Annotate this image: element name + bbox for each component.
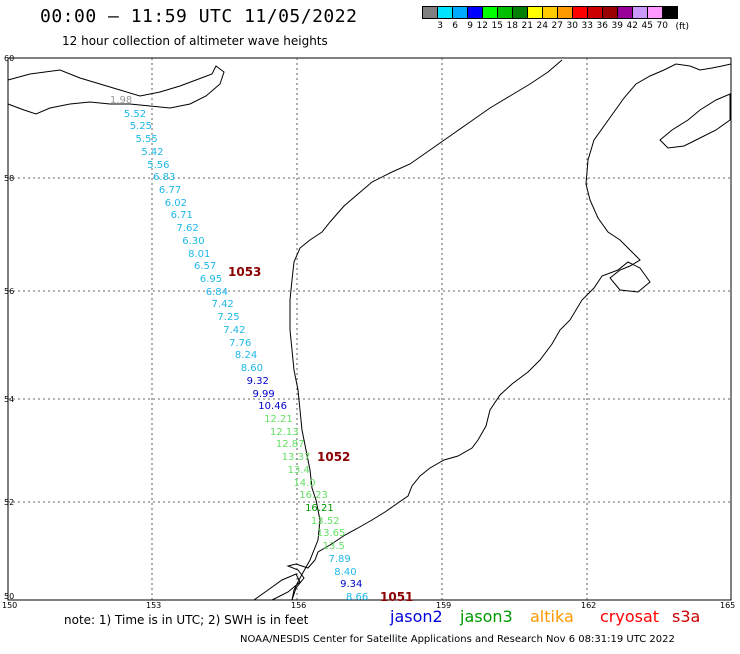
wave-height-value: 5.25 [129, 121, 152, 133]
scale-swatch [662, 6, 678, 19]
pressure-label-1053: 1053 [228, 265, 262, 279]
scale-label: 27 [551, 21, 563, 31]
scale-label: 15 [491, 21, 503, 31]
satellite-altika-label: altika [530, 607, 574, 626]
wave-height-value: 7.42 [211, 299, 234, 311]
wave-height-value: 8.24 [234, 350, 258, 362]
wave-height-value: 5.55 [135, 134, 158, 146]
scale-label: 21 [521, 21, 533, 31]
wave-height-value: 6.57 [194, 261, 217, 273]
okhotsk-north-coast [7, 65, 225, 115]
scale-label: 12 [476, 21, 488, 31]
scale-label: 39 [611, 21, 623, 31]
lon-label-159: 159 [436, 601, 452, 610]
wave-height-value: 6.95 [199, 274, 223, 286]
wave-height-value: 8.66 [346, 592, 369, 603]
scale-label: 42 [626, 21, 638, 31]
wave-height-value: 6.77 [158, 185, 182, 197]
scale-label: 24 [536, 21, 548, 31]
lon-label-165: 165 [720, 601, 736, 610]
satellite-jason3-label: jason3 [460, 607, 513, 626]
wave-height-value: 8.60 [240, 363, 264, 375]
map-title: 00:00 – 11:59 UTC 11/05/2022 [40, 6, 358, 27]
scale-label: 6 [452, 21, 458, 31]
pressure-label-1051: 1051 [380, 590, 414, 604]
wave-height-value: 12.21 [264, 413, 293, 425]
wave-height-value: 16.23 [299, 490, 328, 502]
lat-label-58: 58 [4, 174, 15, 183]
lat-label-54: 54 [4, 395, 15, 404]
wave-height-value: 6.84 [205, 286, 228, 298]
wave-height-value: 10.46 [258, 401, 287, 413]
pressure-label-1052: 1052 [317, 450, 351, 464]
wave-height-value: 6.83 [153, 172, 176, 184]
lon-label-153: 153 [146, 601, 162, 610]
lat-label-52: 52 [4, 498, 15, 507]
wave-height-value: 13.65 [316, 528, 346, 540]
lat-label-50: 50 [4, 592, 15, 601]
island-shumshu [253, 573, 301, 601]
scale-label: 45 [641, 21, 653, 31]
scale-label: 3 [437, 21, 443, 31]
color-scale-unit: (ft) [675, 22, 689, 32]
wave-height-value: 12.13 [270, 426, 299, 438]
wave-height-value: 13.5 [322, 541, 345, 553]
color-scale-labels: 3 6 9 12 15 18 21 24 27 30 33 36 39 42 45 70 [428, 21, 677, 31]
kamchatka-west-coast [289, 59, 563, 601]
lat-label-56: 56 [4, 287, 15, 296]
wave-height-value: 8.40 [334, 566, 357, 578]
lon-label-150: 150 [2, 601, 18, 610]
wave-height-value: 7.42 [223, 324, 246, 336]
scale-label: 30 [566, 21, 578, 31]
wave-height-value: 5.56 [147, 159, 170, 171]
color-scale: 3 6 9 12 15 18 21 24 27 30 33 36 39 42 45 70 (ft) [422, 6, 689, 32]
wave-height-value: 13.52 [310, 515, 340, 527]
satellite-s3a-label: s3a [672, 607, 701, 626]
wave-height-value: 13.4 [287, 464, 310, 476]
footnote: note: 1) Time is in UTC; 2) SWH is in fe… [64, 613, 309, 627]
satellite-jason2-label: jason2 [390, 607, 443, 626]
coastline [7, 59, 732, 601]
wave-height-value: 6.02 [164, 197, 188, 209]
wave-height-value: 6.30 [182, 235, 205, 247]
scale-label: 36 [596, 21, 608, 31]
kamchatka-east-coast [286, 63, 732, 601]
wave-height-value: 7.76 [229, 337, 252, 349]
map-subtitle: 12 hour collection of altimeter wave hei… [62, 34, 328, 48]
wave-height-value: 7.25 [217, 312, 240, 324]
wave-height-value: 8.01 [188, 248, 211, 260]
scale-label: 33 [581, 21, 593, 31]
wave-height-value: 9.32 [246, 375, 269, 387]
island-karaginsky [659, 93, 731, 149]
lon-label-162: 162 [581, 601, 597, 610]
wave-height-value: 5.52 [123, 108, 147, 120]
wave-height-value: 16.21 [305, 502, 334, 514]
wave-height-value: 13.37 [281, 452, 311, 464]
color-scale-swatches [422, 6, 678, 19]
credit-line: NOAA/NESDIS Center for Satellite Applica… [240, 634, 675, 645]
wave-height-value: 9.99 [252, 388, 275, 400]
wave-height-value: 9.34 [340, 579, 363, 591]
wave-height-value: 6.71 [170, 210, 193, 222]
scale-label: 18 [506, 21, 518, 31]
satellite-cryosat-label: cryosat [600, 607, 660, 626]
scale-label: 9 [467, 21, 473, 31]
wave-height-value: 12.87 [275, 439, 305, 451]
wave-height-value: 14.0 [293, 477, 316, 489]
graticule [8, 58, 731, 600]
wave-height-value: 5.42 [141, 146, 164, 158]
scale-label: 70 [656, 21, 668, 31]
wave-height-value: 1.98 [110, 95, 133, 106]
map-frame [7, 57, 732, 601]
wave-height-value: 7.89 [328, 553, 351, 565]
lon-label-156: 156 [291, 601, 307, 610]
wave-height-value: 7.62 [176, 223, 199, 235]
lat-label-60: 60 [4, 54, 15, 63]
